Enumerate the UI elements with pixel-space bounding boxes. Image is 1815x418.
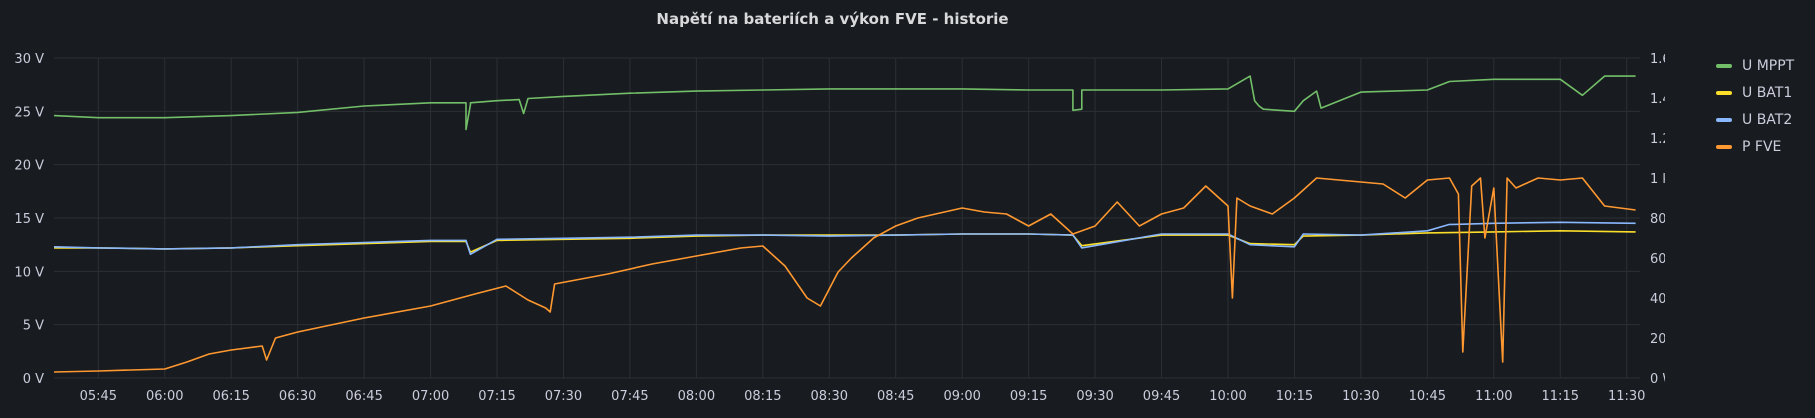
legend-item-u-mppt[interactable]: U MPPT [1716, 52, 1794, 79]
x-tick-label: 11:30 [1608, 389, 1645, 404]
x-tick-label: 10:15 [1276, 389, 1313, 404]
x-tick-label: 11:15 [1542, 389, 1579, 404]
x-tick-label: 08:30 [811, 389, 848, 404]
y-right-tick-label: 0 W [1650, 372, 1665, 387]
legend: U MPPT U BAT1 U BAT2 P FVE [1716, 52, 1794, 160]
y-left-tick-label: 0 V [23, 372, 44, 387]
legend-swatch [1716, 90, 1732, 95]
y-left-tick-label: 25 V [14, 105, 44, 120]
x-tick-label: 08:15 [744, 389, 781, 404]
series-line-u-bat2 [53, 221, 1636, 256]
y-left-tick-label: 15 V [14, 212, 44, 227]
series-line-u-mppt [53, 75, 1636, 131]
chart-svg: 0 V 5 V 10 V 15 V 20 V 25 V 30 V 0 W 200 W 400 W 6… [14, 52, 1665, 404]
y-left-tick-label: 10 V [14, 265, 44, 280]
x-tick-label: 06:30 [279, 389, 316, 404]
x-tick-label: 09:30 [1076, 389, 1113, 404]
x-tick-label: 10:30 [1342, 389, 1379, 404]
legend-swatch [1716, 63, 1732, 68]
x-tick-label: 10:00 [1209, 389, 1246, 404]
legend-label: U BAT1 [1742, 84, 1793, 101]
y-right-tick-label: 1.40 kW [1650, 92, 1665, 107]
legend-swatch [1716, 117, 1732, 122]
x-tick-label: 06:45 [345, 389, 382, 404]
y-left-tick-label: 30 V [14, 52, 44, 67]
x-tick-label: 10:45 [1409, 389, 1446, 404]
legend-swatch [1716, 144, 1732, 149]
x-tick-label: 06:15 [212, 389, 249, 404]
y-right-tick-label: 400 W [1650, 292, 1665, 307]
legend-item-p-fve[interactable]: P FVE [1716, 133, 1794, 160]
y-right-tick-label: 1.60 kW [1650, 52, 1665, 67]
x-tick-label: 09:00 [943, 389, 980, 404]
y-left-tick-label: 5 V [23, 319, 44, 334]
y-right-tick-label: 800 W [1650, 212, 1665, 227]
x-tick-label: 05:45 [80, 389, 117, 404]
x-tick-label: 08:45 [877, 389, 914, 404]
x-tick-label: 07:30 [545, 389, 582, 404]
legend-item-u-bat2[interactable]: U BAT2 [1716, 106, 1794, 133]
x-tick-label: 07:00 [412, 389, 449, 404]
y-right-tick-label: 200 W [1650, 332, 1665, 347]
y-left-tick-label: 20 V [14, 159, 44, 174]
x-tick-label: 09:15 [1010, 389, 1047, 404]
x-tick-label: 07:15 [478, 389, 515, 404]
x-tick-label: 09:45 [1143, 389, 1180, 404]
x-tick-label: 08:00 [678, 389, 715, 404]
chart-title: Napětí na bateriích a výkon FVE - histor… [656, 10, 1009, 28]
series-line-p-fve [53, 177, 1636, 373]
legend-label: U MPPT [1742, 57, 1795, 74]
x-tick-label: 07:45 [611, 389, 648, 404]
legend-label: P FVE [1742, 138, 1782, 155]
y-right-tick-label: 1.20 kW [1650, 132, 1665, 147]
legend-item-u-bat1[interactable]: U BAT1 [1716, 79, 1794, 106]
y-right-tick-label: 1 kW [1650, 172, 1665, 187]
x-tick-label: 06:00 [146, 389, 183, 404]
x-tick-label: 11:00 [1475, 389, 1512, 404]
legend-label: U BAT2 [1742, 111, 1793, 128]
series-line-u-bat1 [54, 230, 1636, 253]
y-right-tick-label: 600 W [1650, 252, 1665, 267]
